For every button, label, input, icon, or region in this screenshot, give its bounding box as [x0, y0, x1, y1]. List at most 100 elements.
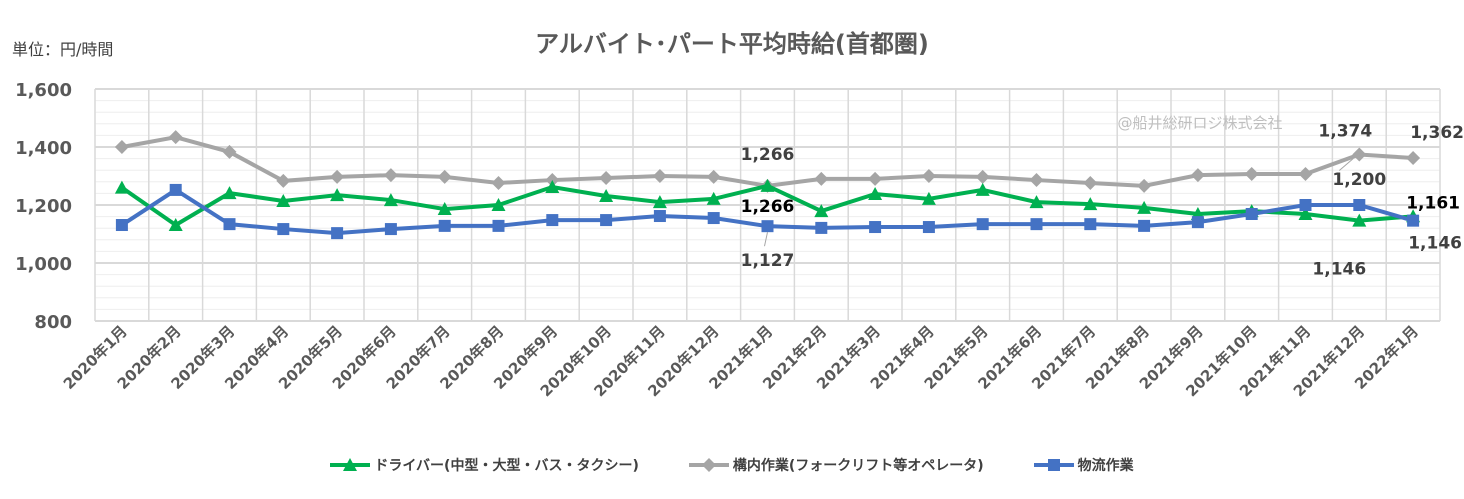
- data-point: [384, 223, 397, 236]
- data-label: 1,127: [741, 251, 795, 271]
- data-point: [491, 198, 506, 211]
- legend-marker-shape: [701, 458, 716, 472]
- data-point: [922, 221, 935, 234]
- data-point: [868, 186, 883, 200]
- data-point: [222, 186, 237, 200]
- data-point: [383, 168, 398, 183]
- data-point: [761, 220, 774, 233]
- leader-line: [1338, 158, 1354, 171]
- y-tick-label: 1,400: [15, 138, 72, 159]
- data-point: [546, 214, 559, 227]
- data-point: [491, 175, 506, 190]
- legend-item: 物流作業: [1033, 455, 1134, 475]
- data-point: [276, 193, 291, 207]
- y-tick-label: 1,200: [15, 196, 72, 217]
- chart-title: アルバイト･パート平均時給(首都圏): [535, 30, 929, 58]
- data-point: [437, 169, 452, 184]
- data-label: 1,200: [1332, 170, 1386, 190]
- legend-marker: [1033, 459, 1074, 471]
- data-point: [114, 140, 129, 154]
- legend-marker-shape: [1047, 459, 1060, 471]
- data-point: [814, 171, 829, 186]
- series-0: [114, 178, 1421, 232]
- data-point: [1298, 206, 1313, 220]
- legend: ドライバー(中型・大型・バス・タクシー) 構内作業(フォークリフト等オペレータ) 物…: [0, 455, 1464, 475]
- data-point: [1030, 218, 1043, 231]
- data-point: [921, 191, 936, 205]
- data-point: [1299, 199, 1312, 211]
- legend-item: ドライバー(中型・大型・バス・タクシー): [330, 455, 639, 475]
- data-point: [707, 212, 720, 225]
- y-tick-label: 1,000: [15, 254, 72, 275]
- data-point: [168, 218, 183, 232]
- data-point: [276, 173, 291, 188]
- data-point: [921, 169, 936, 183]
- watermark: @船井総研ロジ株式会社: [1117, 114, 1282, 132]
- y-tick-label: 800: [34, 312, 72, 333]
- data-point: [1407, 214, 1420, 227]
- data-point: [277, 223, 290, 236]
- data-point: [600, 214, 613, 227]
- data-point: [438, 219, 451, 232]
- data-point: [1083, 175, 1098, 190]
- data-point: [975, 182, 990, 196]
- data-point: [222, 144, 237, 159]
- unit-label: 単位：円/時間: [12, 40, 114, 59]
- data-point: [223, 218, 236, 231]
- series-2: [115, 183, 1420, 240]
- data-label: 1,266: [741, 197, 795, 217]
- data-label: 1,362: [1410, 123, 1464, 143]
- legend-label: 物流作業: [1077, 458, 1134, 474]
- data-point: [1353, 199, 1366, 211]
- data-label: 1,374: [1318, 122, 1372, 142]
- data-point: [330, 169, 345, 184]
- data-point: [330, 188, 345, 202]
- data-point: [1244, 166, 1259, 181]
- data-point: [1029, 173, 1044, 188]
- data-label: 1,161: [1406, 193, 1460, 213]
- data-point: [975, 169, 990, 184]
- data-point: [331, 227, 344, 240]
- data-point: [1137, 200, 1152, 214]
- data-point: [1138, 219, 1151, 232]
- data-point: [437, 202, 452, 216]
- data-point: [1406, 151, 1421, 166]
- data-point: [1084, 218, 1097, 231]
- data-point: [652, 169, 667, 183]
- data-point: [976, 218, 989, 231]
- data-point: [1245, 207, 1258, 220]
- data-point: [169, 183, 182, 196]
- data-label: 1,146: [1312, 260, 1366, 280]
- data-point: [492, 219, 505, 232]
- data-label: 1,146: [1408, 234, 1462, 254]
- data-point: [706, 169, 721, 184]
- legend-label: ドライバー(中型・大型・バス・タクシー): [374, 458, 639, 474]
- data-point: [383, 193, 398, 207]
- legend-label: 構内作業(フォークリフト等オペレータ): [732, 458, 984, 474]
- data-point: [1191, 216, 1204, 229]
- data-point: [869, 221, 882, 234]
- data-point: [653, 210, 666, 223]
- leader-line: [764, 232, 768, 247]
- y-tick-label: 1,600: [15, 80, 72, 101]
- data-point: [1298, 166, 1313, 181]
- data-point: [1083, 197, 1098, 211]
- data-point: [1029, 195, 1044, 209]
- data-point: [115, 219, 128, 232]
- data-point: [868, 171, 883, 186]
- legend-marker: [330, 458, 371, 471]
- data-label: 1,266: [741, 145, 795, 165]
- data-point: [599, 189, 614, 203]
- data-point: [652, 195, 667, 209]
- legend-marker-shape: [343, 458, 358, 471]
- data-point: [814, 204, 829, 218]
- data-point: [1137, 178, 1152, 193]
- data-point: [1352, 147, 1367, 162]
- data-point: [599, 171, 614, 186]
- data-point: [545, 180, 560, 194]
- data-point: [1352, 213, 1367, 227]
- legend-marker: [688, 458, 729, 472]
- data-point: [760, 178, 775, 192]
